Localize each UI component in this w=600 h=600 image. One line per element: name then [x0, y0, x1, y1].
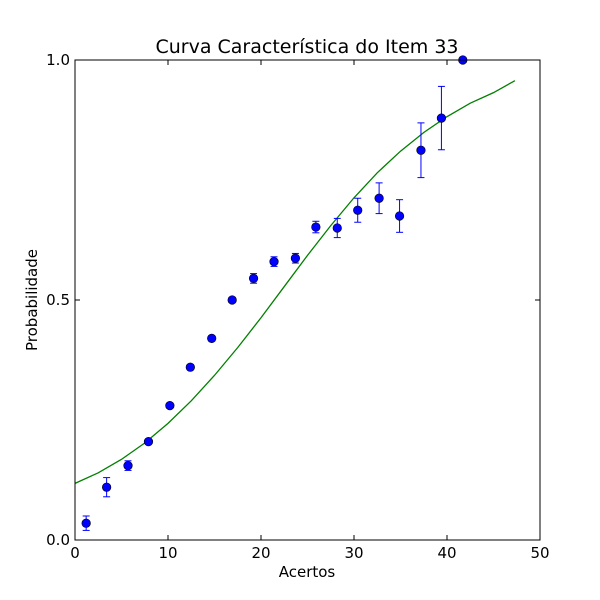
y-tick-label: 1.0: [46, 51, 70, 69]
point-marker: [81, 518, 91, 528]
point-marker: [185, 362, 195, 372]
point-marker: [207, 333, 217, 344]
data-point: [353, 197, 363, 223]
x-tick-label: 10: [158, 544, 177, 562]
data-point: [269, 256, 279, 267]
x-tick-label: 50: [530, 544, 549, 562]
data-point: [123, 460, 133, 471]
point-marker: [353, 205, 363, 215]
fitted-curve-layer: [74, 80, 516, 484]
fitted-curve-line: [74, 80, 516, 484]
x-axis-label: Acertos: [279, 563, 336, 581]
data-point: [165, 401, 175, 411]
point-marker: [416, 145, 426, 155]
data-point: [394, 199, 405, 233]
data-point: [248, 273, 259, 284]
point-marker: [436, 113, 447, 123]
point-marker: [290, 253, 301, 263]
y-tick-label: 0.5: [46, 291, 70, 309]
point-marker: [123, 461, 133, 471]
data-point: [207, 333, 217, 344]
point-marker: [248, 273, 259, 284]
point-marker: [394, 211, 405, 221]
point-marker: [332, 223, 342, 233]
data-point: [416, 122, 426, 179]
y-tick-label: 0.0: [46, 531, 70, 549]
point-marker: [143, 437, 154, 447]
data-point: [102, 477, 112, 498]
axis-ticks: 0 10 20 30 40 50 0.0 0.5 1.0: [46, 51, 549, 562]
data-points-layer: [81, 55, 468, 531]
x-tick-label: 40: [437, 544, 456, 562]
data-point: [436, 85, 447, 151]
point-marker: [311, 222, 321, 232]
x-tick-label: 0: [70, 544, 80, 562]
x-tick-label: 20: [251, 544, 270, 562]
data-point: [81, 515, 91, 531]
data-point: [311, 220, 321, 234]
data-point: [143, 437, 154, 447]
y-axis-label: Probabilidade: [23, 249, 41, 351]
chart-title: Curva Característica do Item 33: [155, 36, 458, 58]
x-tick-label: 30: [344, 544, 363, 562]
data-point: [185, 362, 195, 372]
point-marker: [227, 295, 237, 305]
point-marker: [374, 193, 384, 203]
point-marker: [165, 401, 175, 411]
data-point: [332, 217, 342, 239]
plot-frame: [74, 59, 541, 541]
point-marker: [269, 257, 279, 267]
data-point: [290, 252, 301, 264]
data-point: [374, 182, 384, 215]
point-marker: [102, 482, 112, 492]
data-point: [227, 295, 237, 305]
